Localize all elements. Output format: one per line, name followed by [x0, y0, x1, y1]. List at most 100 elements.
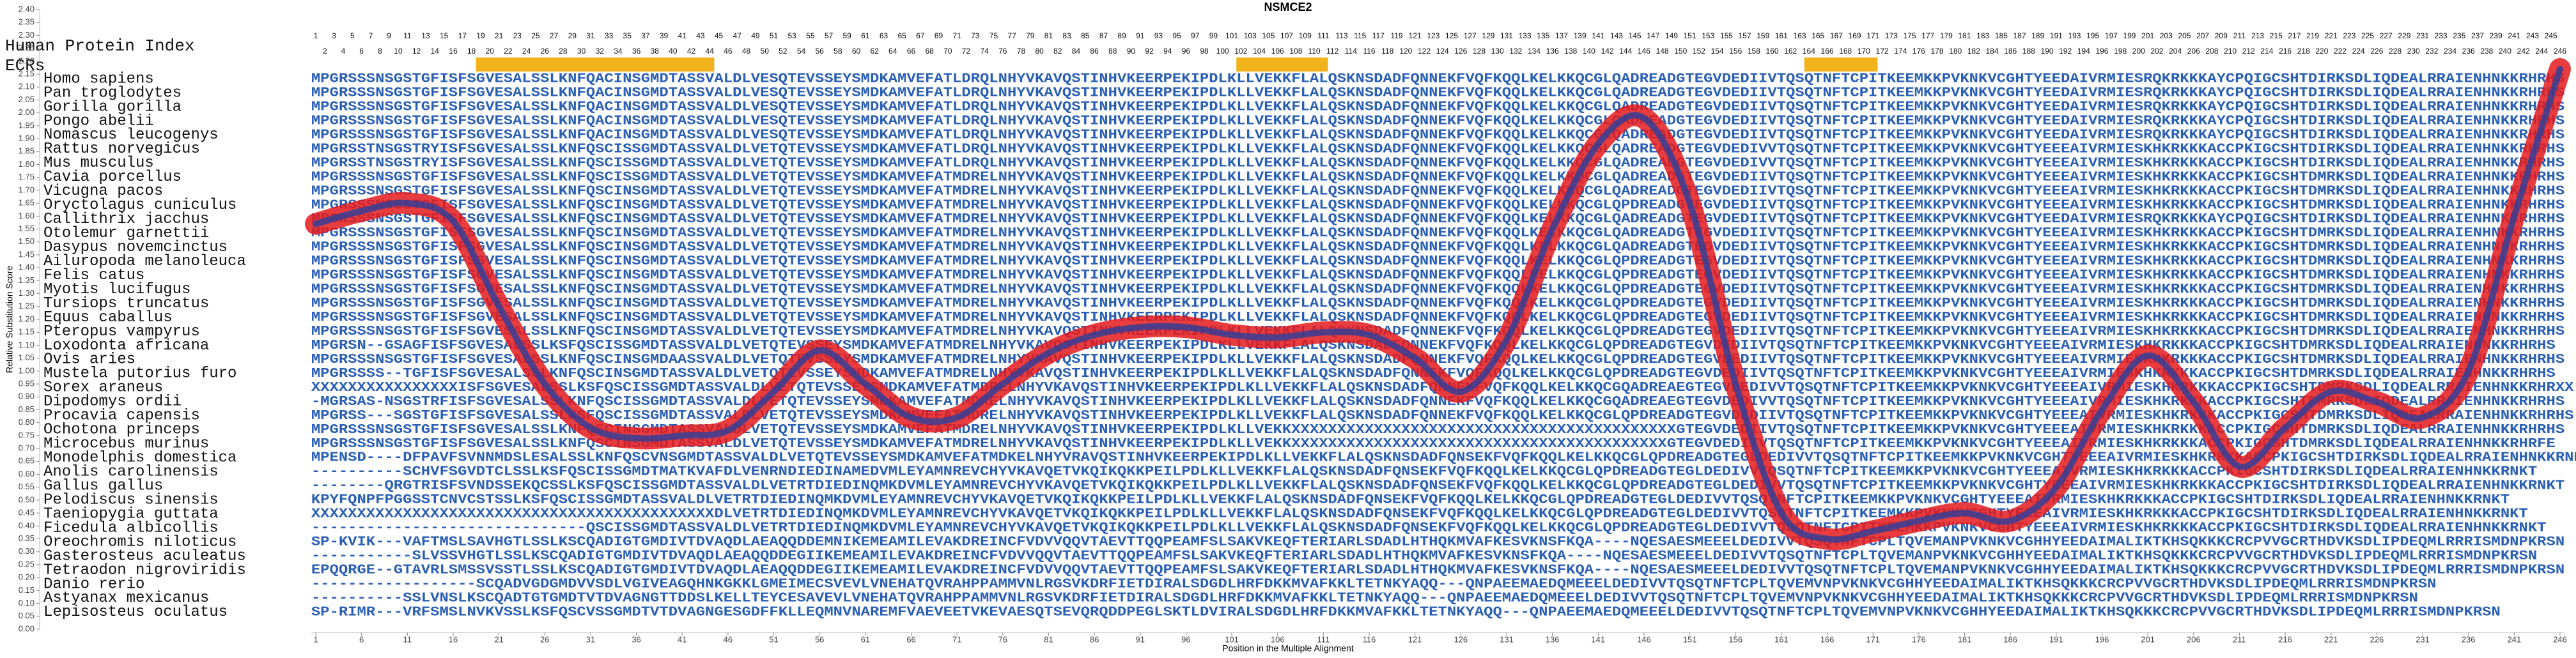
x-tick-label: 106: [1271, 634, 1285, 644]
column-number: 148: [1656, 47, 1669, 56]
x-tick-label: 176: [1912, 634, 1926, 644]
column-number: 204: [2169, 47, 2182, 56]
y-tick-label: 0.15: [19, 585, 35, 595]
y-tick-label: 1.30: [19, 288, 35, 298]
y-tick-label: 0.30: [19, 546, 35, 556]
column-number: 209: [2215, 31, 2228, 40]
column-number: 82: [1053, 47, 1062, 56]
species-name: Pelodiscus sinensis: [43, 491, 219, 509]
column-number: 67: [916, 31, 925, 40]
x-tick-label: 191: [2049, 634, 2063, 644]
sequence: MPENSD----DFPAVFSVNNMDSLESALSSLKNFQSCVNS…: [311, 451, 2576, 466]
sequence: MPGRSSSNSGSTGFISFSGVESALSSLKNFQSCINSGMDT…: [311, 268, 2564, 283]
sequence: MPGRSSSNSGSTGFISFSGVESALSSLKNFQSCINSGMDT…: [311, 212, 2564, 227]
column-number: 45: [715, 31, 724, 40]
species-name: Myotis lucifugus: [43, 281, 190, 298]
column-number: 218: [2297, 47, 2310, 56]
column-number: 71: [952, 31, 961, 40]
y-tick-label: 0.60: [19, 469, 35, 478]
x-tick-label: 96: [1181, 634, 1190, 644]
score-line: [305, 57, 2571, 551]
sequence: MPGRSSSNSGSTGFISFSGVESALSSLKNFQSCINSGMDT…: [311, 254, 2564, 269]
species-name: Otolemur garnettii: [43, 225, 209, 242]
column-number: 239: [2490, 31, 2502, 40]
column-number: 225: [2361, 31, 2374, 40]
x-tick-label: 136: [1546, 634, 1560, 644]
y-tick-label: 1.55: [19, 224, 35, 233]
species-name: Astyanax mexicanus: [43, 590, 209, 607]
x-tick-label: 141: [1591, 634, 1605, 644]
species-name: Ailuropoda melanoleuca: [43, 253, 246, 270]
column-number: 227: [2380, 31, 2393, 40]
column-number: 141: [1592, 31, 1604, 40]
y-tick-label: 0.85: [19, 404, 35, 414]
species-name: Gorilla gorilla: [43, 98, 182, 116]
column-number: 221: [2325, 31, 2338, 40]
species-name: Mus musculus: [43, 155, 154, 172]
column-number: 212: [2242, 47, 2255, 56]
sequence: MPGRSSSNSGSTGFISFSGVESALSSLKNFQACINSGMDT…: [311, 128, 2564, 142]
column-number: 134: [1528, 47, 1540, 56]
species-name: Gasterosteus aculeatus: [43, 547, 246, 565]
y-tick-label: 0.70: [19, 443, 35, 453]
y-tick-label: 0.40: [19, 521, 35, 530]
column-number: 14: [431, 47, 440, 56]
sequence: MPGRSSSNSGSTGFISFSGVESALSSLKNFQSCINSGMDT…: [311, 437, 2556, 452]
column-number: 105: [1262, 31, 1275, 40]
column-number: 12: [412, 47, 421, 56]
species-name: Gallus gallus: [43, 477, 163, 494]
column-number: 144: [1619, 47, 1632, 56]
sequence: MPGRSSSNSGSTGFISFSGVESALSSLKNFQACINSGMDT…: [311, 86, 2564, 101]
column-number: 65: [897, 31, 906, 40]
y-tick-label: 0.35: [19, 533, 35, 543]
column-number: 117: [1372, 31, 1385, 40]
column-number: 8: [378, 47, 382, 56]
column-number: 76: [998, 47, 1007, 56]
column-number: 198: [2114, 47, 2127, 56]
column-number: 42: [687, 47, 696, 56]
column-number: 58: [834, 47, 842, 56]
sequence: MPGRSSSNSGSTGFISFSGVESALSSLKNFQSCINSGMDT…: [311, 226, 2564, 241]
x-tick-label: 146: [1637, 634, 1651, 644]
y-tick-label: 1.60: [19, 211, 35, 220]
column-number: 151: [1684, 31, 1696, 40]
species-name: Ficedula albicollis: [43, 519, 219, 537]
species-name: Felis catus: [43, 267, 144, 284]
sequence: EPQQRGE--GTAVRLSMSSVSSTLSSLKSCQADIGTGMDI…: [311, 563, 2564, 578]
column-number: 150: [1674, 47, 1687, 56]
sequence: MPGRSN--GSAGFISFSGVESALSSLKSFQSCISSGMDTA…: [311, 339, 2556, 353]
y-tick-label: 1.65: [19, 198, 35, 208]
y-tick-label: 1.05: [19, 353, 35, 362]
column-number: 205: [2178, 31, 2191, 40]
y-tick-label: 0.25: [19, 559, 35, 569]
column-number: 50: [761, 47, 770, 56]
y-tick-label: 0.00: [19, 624, 35, 633]
column-number: 111: [1317, 31, 1330, 40]
column-number: 200: [2132, 47, 2145, 56]
species-name: Mustela putorius furo: [43, 365, 237, 383]
score-line-inner: [313, 65, 2563, 543]
column-number: 214: [2260, 47, 2273, 56]
column-number: 143: [1610, 31, 1623, 40]
column-number: 172: [1876, 47, 1889, 56]
column-number: 139: [1574, 31, 1587, 40]
column-number: 190: [2040, 47, 2053, 56]
column-number: 81: [1044, 31, 1053, 40]
y-tick-label: 0.50: [19, 494, 35, 504]
column-number: 87: [1099, 31, 1108, 40]
column-number: 120: [1399, 47, 1412, 56]
column-number: 185: [1995, 31, 2008, 40]
sequence: MPGRSSSNSGSTGFISFSGVESALSSLKNFQSCINSGMDT…: [311, 240, 2564, 255]
column-number: 163: [1794, 31, 1806, 40]
sequence: KPYFQNPFPGGSSTCNVCSTSSLKSFQSCISSGMDTASSV…: [311, 493, 2510, 508]
x-tick-label: 246: [2553, 634, 2567, 644]
column-number: 171: [1866, 31, 1879, 40]
species-name: Sorex araneus: [43, 379, 163, 397]
axis-layer: 0.00 0.05 0.10 0.15 0.20 0.25 0.30 0.35 0.40 0.45…: [19, 4, 2567, 644]
x-tick-label: 116: [1363, 634, 1376, 644]
x-tick-label: 101: [1225, 634, 1239, 644]
column-number: 153: [1702, 31, 1714, 40]
column-number: 140: [1583, 47, 1595, 56]
column-number: 233: [2435, 31, 2448, 40]
column-number: 97: [1191, 31, 1200, 40]
